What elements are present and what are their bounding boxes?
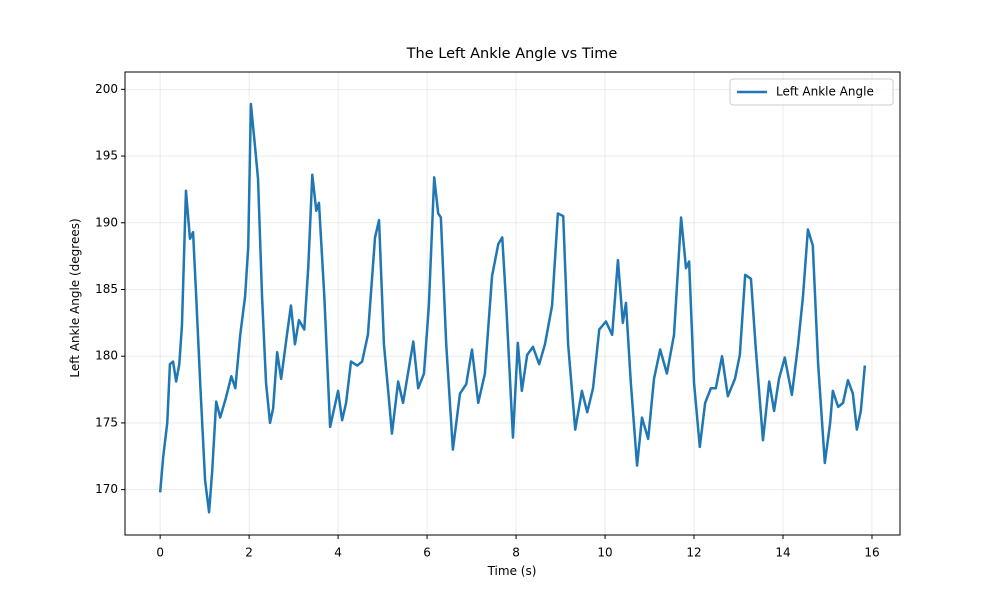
y-tick-label: 190 <box>95 215 118 229</box>
y-axis-label: Left Ankle Angle (degrees) <box>68 218 82 377</box>
y-tick-label: 180 <box>95 349 118 363</box>
x-tick-label: 8 <box>512 546 520 560</box>
y-tick-label: 195 <box>95 149 118 163</box>
data-line <box>158 102 867 514</box>
x-axis-label: Time (s) <box>487 564 537 578</box>
x-tick-label: 2 <box>245 546 253 560</box>
x-tick-label: 6 <box>423 546 431 560</box>
x-tick-label: 14 <box>775 546 790 560</box>
y-tick-label: 185 <box>95 282 118 296</box>
chart-title: The Left Ankle Angle vs Time <box>406 46 618 62</box>
legend-box <box>729 78 894 106</box>
legend-label: Left Ankle Angle <box>776 85 874 99</box>
x-tick-label: 0 <box>156 546 164 560</box>
x-tick-label: 10 <box>597 546 612 560</box>
legend: Left Ankle Angle <box>729 78 894 106</box>
axes-frame <box>124 71 901 536</box>
x-tick-label: 4 <box>334 546 342 560</box>
y-tick-label: 170 <box>95 482 118 496</box>
x-tick-label: 12 <box>686 546 701 560</box>
x-tick-label: 16 <box>864 546 879 560</box>
plot <box>158 102 867 514</box>
y-tick-label: 200 <box>95 82 118 96</box>
y-tick-label: 175 <box>95 415 118 429</box>
